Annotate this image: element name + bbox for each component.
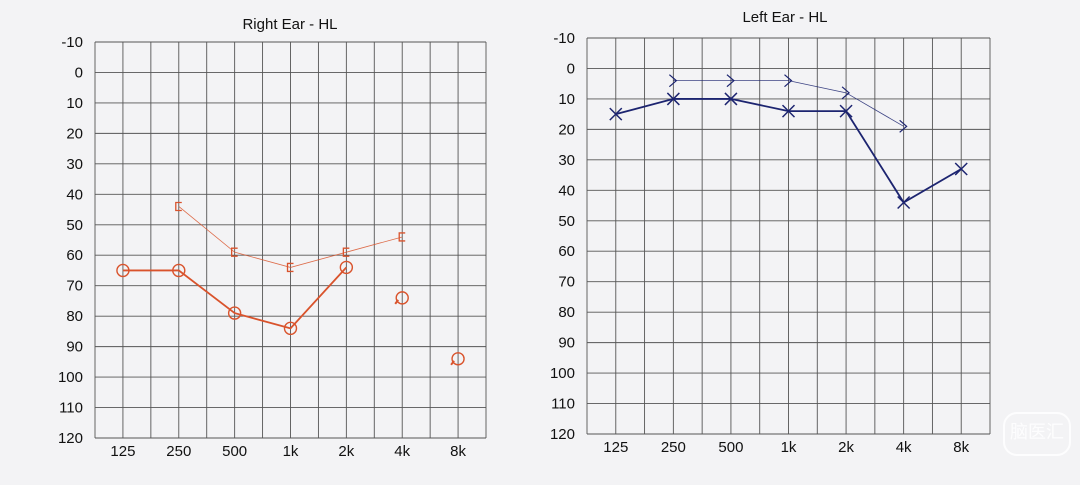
marker-chevron <box>726 74 735 88</box>
marker-circle <box>283 321 298 336</box>
x-tick-label: 1k <box>283 443 299 460</box>
marker-cross <box>666 92 680 106</box>
marker-circle <box>395 291 409 305</box>
x-tick-label: 1k <box>781 439 797 456</box>
y-tick-label: -10 <box>553 30 575 47</box>
watermark-logo: 脑医汇 <box>1003 412 1071 456</box>
series-line-circle <box>122 266 348 330</box>
y-tick-label: 40 <box>558 182 575 199</box>
y-tick-label: 20 <box>558 121 575 138</box>
marker-circle <box>116 263 130 278</box>
y-tick-label: 110 <box>551 396 575 413</box>
series-line-bracket <box>178 206 403 268</box>
marker-circle <box>172 263 186 278</box>
y-tick-label: 20 <box>66 125 83 142</box>
y-tick-label: 60 <box>558 243 575 260</box>
y-tick-label: 30 <box>66 156 83 173</box>
x-tick-label: 125 <box>110 443 135 460</box>
y-tick-label: 100 <box>58 369 83 386</box>
y-tick-label: 50 <box>558 213 575 230</box>
x-tick-label: 8k <box>953 439 969 456</box>
x-tick-label: 4k <box>394 443 410 460</box>
marker-bracket <box>398 232 406 242</box>
y-tick-label: -10 <box>61 34 83 51</box>
marker-chevron <box>784 74 793 88</box>
marker-chevron <box>668 74 678 88</box>
y-tick-label: 100 <box>550 365 575 382</box>
y-tick-label: 90 <box>558 335 575 352</box>
series-line-chevron <box>673 80 904 127</box>
x-tick-label: 2k <box>338 443 354 460</box>
y-tick-label: 70 <box>558 274 575 291</box>
x-tick-label: 8k <box>450 443 466 460</box>
marker-bracket <box>342 247 350 257</box>
x-tick-label: 250 <box>166 443 191 460</box>
y-tick-label: 70 <box>66 278 83 295</box>
y-tick-label: 60 <box>66 247 83 264</box>
y-tick-label: 0 <box>567 60 575 77</box>
x-tick-label: 4k <box>896 439 912 456</box>
marker-circle <box>451 352 465 366</box>
chart-title: Right Ear - HL <box>242 16 337 33</box>
y-tick-label: 80 <box>558 304 575 321</box>
y-tick-label: 120 <box>550 426 575 443</box>
marker-bracket <box>175 201 182 212</box>
marker-chevron <box>841 86 850 100</box>
marker-no-response-arrow <box>450 360 455 366</box>
x-tick-label: 500 <box>222 443 247 460</box>
y-tick-label: 80 <box>66 308 83 325</box>
marker-circle <box>339 260 354 275</box>
x-tick-label: 125 <box>603 439 628 456</box>
y-tick-label: 0 <box>75 64 83 81</box>
y-tick-label: 120 <box>58 430 83 447</box>
marker-cross <box>954 162 968 176</box>
marker-cross <box>724 92 738 106</box>
marker-circle <box>227 306 242 320</box>
y-tick-label: 90 <box>66 339 83 356</box>
x-tick-label: 500 <box>718 439 743 456</box>
marker-cross <box>609 107 623 121</box>
marker-cross <box>781 104 796 118</box>
y-tick-label: 10 <box>66 95 83 112</box>
y-tick-label: 40 <box>66 186 83 203</box>
x-tick-label: 250 <box>661 439 686 456</box>
marker-cross <box>839 104 853 118</box>
y-tick-label: 110 <box>59 400 83 417</box>
marker-bracket <box>286 262 294 273</box>
y-tick-label: 30 <box>558 152 575 169</box>
marker-no-response-arrow <box>394 299 400 305</box>
y-tick-label: 10 <box>558 91 575 108</box>
y-tick-label: 50 <box>66 217 83 234</box>
audiogram-panel-right-ear: Right Ear - HL -10 0 10 20 30 40 50 60 70 80 90 100 1… <box>58 16 487 460</box>
marker-chevron <box>899 119 908 133</box>
marker-cross <box>897 195 911 210</box>
chart-title: Left Ear - HL <box>742 9 827 26</box>
x-tick-label: 2k <box>838 439 854 456</box>
audiogram-panel-left-ear: Left Ear - HL -10 0 10 20 30 40 50 60 70 80 90 100 11… <box>550 9 991 456</box>
marker-bracket <box>230 247 238 257</box>
